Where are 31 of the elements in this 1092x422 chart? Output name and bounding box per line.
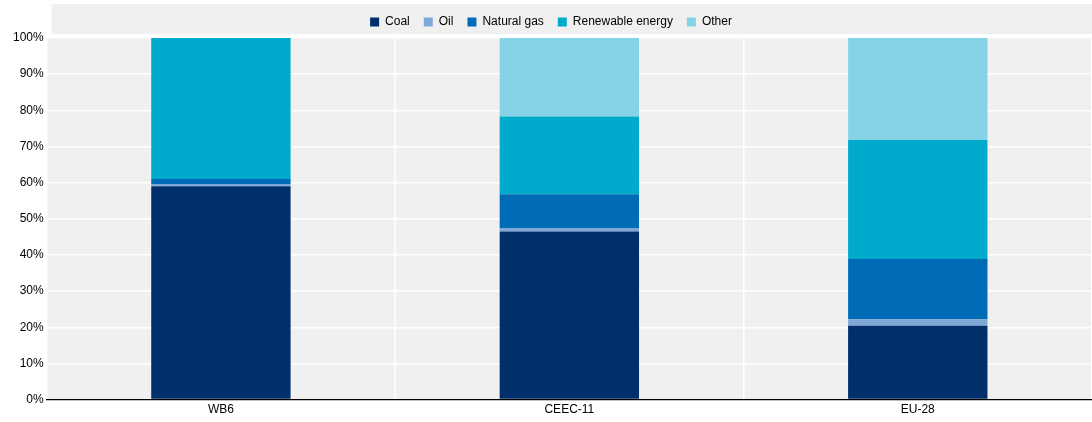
bar xyxy=(499,231,640,399)
y-tick-label: 70% xyxy=(19,138,45,153)
bar xyxy=(848,325,988,399)
y-tick-label: 40% xyxy=(19,247,45,262)
y-tick-label: 50% xyxy=(19,211,45,226)
bar xyxy=(848,258,988,320)
x-tick-label: CEEC-11 xyxy=(544,402,595,417)
y-tick-label: 100% xyxy=(12,30,45,45)
y-tick-label: 0% xyxy=(26,391,45,406)
legend-label: Oil xyxy=(438,14,454,29)
y-tick-label: 20% xyxy=(19,319,45,334)
bar xyxy=(151,186,291,399)
bar xyxy=(499,38,640,117)
y-tick-label: 30% xyxy=(19,283,45,298)
bar xyxy=(151,38,291,180)
bar xyxy=(151,179,291,185)
bar xyxy=(499,194,640,229)
bar xyxy=(848,38,988,140)
x-tick-label: EU-28 xyxy=(900,402,936,417)
bar xyxy=(848,319,988,326)
y-tick-label: 60% xyxy=(19,174,45,189)
y-tick-label: 10% xyxy=(19,355,45,370)
bar xyxy=(499,116,640,195)
legend-label: Renewable energy xyxy=(572,14,673,29)
y-tick-label: 80% xyxy=(19,102,45,117)
bar xyxy=(848,139,988,259)
legend-label: Natural gas xyxy=(482,14,544,29)
legend-label: Coal xyxy=(385,14,410,29)
x-tick-label: WB6 xyxy=(207,402,235,417)
legend-label: Other xyxy=(701,14,732,29)
y-tick-label: 90% xyxy=(19,66,45,81)
